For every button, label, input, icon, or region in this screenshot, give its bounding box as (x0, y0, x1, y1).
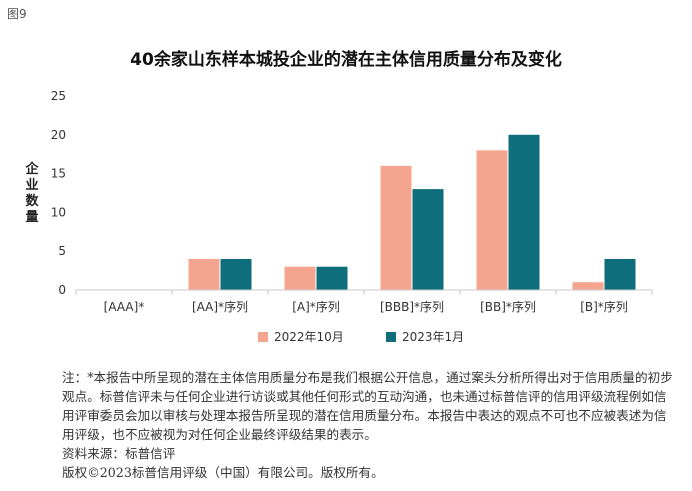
legend-item-2022-oct: 2022年10月 (258, 328, 344, 345)
bar-2022-oct (380, 165, 412, 290)
y-tick-label: 15 (51, 167, 66, 181)
y-tick-label: 20 (51, 128, 66, 142)
x-tick-label: [AAA]* (104, 300, 145, 314)
x-tick-label: [AA]*序列 (192, 299, 248, 314)
y-tick-label: 0 (58, 283, 66, 297)
y-tick-label: 10 (51, 205, 66, 219)
bar-2022-oct (476, 150, 508, 290)
x-tick-label: [BB]*序列 (480, 299, 536, 314)
legend-swatch (258, 331, 268, 342)
y-axis-label: 企业数量 (25, 162, 39, 225)
figure-label: 图9 (7, 7, 27, 21)
legend: 2022年10月 2023年1月 (0, 328, 692, 346)
bar-2023-jan (412, 189, 444, 290)
y-tick-label: 25 (51, 89, 66, 103)
copyright-text: 版权©2023标普信用评级（中国）有限公司。版权所有。 (62, 465, 384, 480)
legend-label: 2022年10月 (274, 330, 344, 344)
disclaimer-text: 注：*本报告中所呈现的潜在主体信用质量分布是我们根据公开信息，通过案头分析所得出… (62, 370, 673, 442)
legend-swatch (386, 331, 396, 342)
bar-2023-jan (604, 258, 636, 290)
bar-2022-oct (572, 282, 604, 290)
x-tick-label: [A]*序列 (292, 299, 340, 314)
bar-2023-jan (220, 258, 252, 290)
source-text: 资料来源：标普信评 (62, 446, 176, 461)
chart-title: 40余家山东样本城投企业的潜在主体信用质量分布及变化 (130, 50, 562, 70)
x-tick-label: [BBB]*序列 (380, 299, 444, 314)
x-tick-label: [B]*序列 (580, 299, 628, 314)
bar-2022-oct (284, 266, 316, 290)
bar-2022-oct (188, 258, 220, 290)
legend-item-2023-jan: 2023年1月 (386, 328, 464, 345)
footnote: 注：*本报告中所呈现的潜在主体信用质量分布是我们根据公开信息，通过案头分析所得出… (62, 368, 674, 482)
y-tick-label: 5 (58, 244, 66, 258)
bar-2023-jan (316, 266, 348, 290)
legend-label: 2023年1月 (402, 330, 465, 344)
bar-2023-jan (508, 134, 540, 290)
bar-chart: 0 5 10 15 20 25 [AAA]* [AA]*序列 [A]*序列 [BBB]*序列 [BB… (51, 89, 653, 314)
